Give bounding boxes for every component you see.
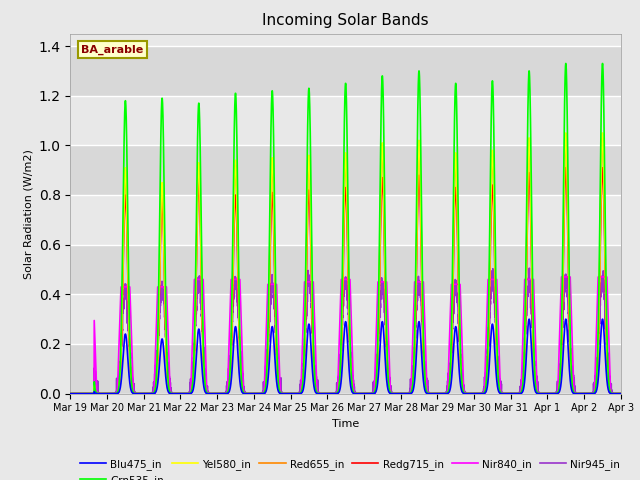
Line: Nir840_in: Nir840_in [70,277,621,394]
Redg715_in [500,391,508,396]
Redg715_in [325,391,333,396]
Grn535_in [562,60,570,66]
Nir840_in [616,391,624,396]
Nir840_in [166,366,173,372]
Red655_in [562,135,570,141]
Bar [70,294,621,344]
Redg715_in [438,391,446,396]
Blu475_in [67,391,74,396]
Grn535_in [166,388,173,394]
Text: BA_arable: BA_arable [81,44,143,55]
Yel580_in [67,391,74,396]
Nir945_in [166,373,173,379]
Grn535_in [616,391,624,396]
Nir840_in [469,391,477,396]
Yel580_in [469,391,477,396]
Blu475_in [500,391,508,396]
Red655_in [469,391,477,396]
Nir945_in [469,391,477,396]
Blu475_in [525,316,533,322]
Red655_in [617,391,625,396]
Bar [70,145,621,195]
Blu475_in [616,391,624,396]
Nir840_in [325,391,333,396]
Bar [70,344,621,394]
Blu475_in [325,391,333,396]
Bar [70,96,621,145]
Yel580_in [562,130,570,136]
X-axis label: Time: Time [332,419,359,429]
Grn535_in [438,391,446,396]
Line: Grn535_in: Grn535_in [70,63,621,394]
Red655_in [67,391,74,396]
Y-axis label: Solar Radiation (W/m2): Solar Radiation (W/m2) [23,149,33,278]
Nir840_in [438,391,446,396]
Grn535_in [469,391,477,396]
Nir945_in [67,391,74,396]
Red655_in [616,391,624,396]
Redg715_in [166,389,173,395]
Nir840_in [557,274,565,280]
Grn535_in [500,391,508,396]
Line: Blu475_in: Blu475_in [70,319,621,394]
Yel580_in [617,391,625,396]
Grn535_in [617,391,625,396]
Bar [70,195,621,245]
Grn535_in [67,391,74,396]
Yel580_in [616,391,624,396]
Red655_in [438,391,446,396]
Redg715_in [617,391,625,396]
Red655_in [325,391,333,396]
Redg715_in [562,165,570,170]
Line: Redg715_in: Redg715_in [70,168,621,394]
Bar [70,245,621,294]
Redg715_in [67,391,74,396]
Red655_in [166,389,173,395]
Redg715_in [616,391,624,396]
Blu475_in [469,391,477,396]
Yel580_in [500,391,508,396]
Blu475_in [166,390,173,396]
Line: Yel580_in: Yel580_in [70,133,621,394]
Blu475_in [617,391,625,396]
Legend: Blu475_in, Grn535_in, Yel580_in, Red655_in, Redg715_in, Nir840_in, Nir945_in: Blu475_in, Grn535_in, Yel580_in, Red655_… [76,455,625,480]
Nir945_in [438,391,446,396]
Blu475_in [438,391,446,396]
Title: Incoming Solar Bands: Incoming Solar Bands [262,13,429,28]
Line: Nir945_in: Nir945_in [70,268,621,394]
Nir945_in [325,391,333,396]
Yel580_in [438,391,446,396]
Bar [70,46,621,96]
Nir945_in [616,391,624,396]
Nir945_in [500,391,508,396]
Nir840_in [67,391,74,396]
Grn535_in [325,391,333,396]
Nir945_in [525,265,533,271]
Nir840_in [500,391,508,396]
Line: Red655_in: Red655_in [70,138,621,394]
Yel580_in [325,391,333,396]
Nir840_in [617,391,625,396]
Yel580_in [166,389,173,395]
Redg715_in [469,391,477,396]
Nir945_in [617,391,625,396]
Red655_in [500,391,508,396]
